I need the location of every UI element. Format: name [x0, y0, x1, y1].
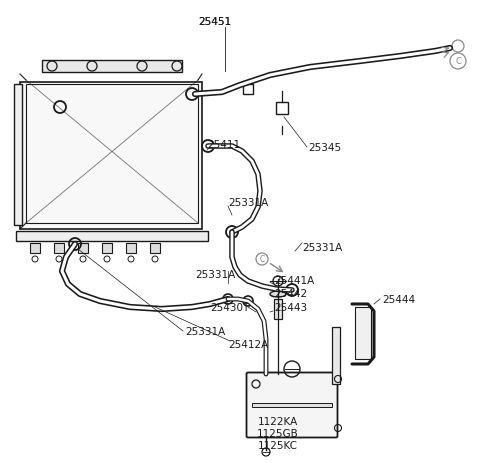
Text: C: C: [455, 57, 461, 66]
Text: 25443: 25443: [274, 302, 307, 313]
Text: 25412A: 25412A: [228, 339, 268, 349]
Bar: [252, 403, 332, 407]
Bar: [14, 85, 22, 225]
Text: 25451: 25451: [198, 17, 231, 27]
Bar: [26, 85, 198, 224]
Text: 1125KC: 1125KC: [258, 440, 298, 450]
Text: 25444: 25444: [382, 294, 415, 304]
Text: 1122KA: 1122KA: [258, 416, 298, 426]
Text: 25331A: 25331A: [302, 243, 342, 252]
Text: 25331A: 25331A: [195, 269, 235, 279]
Bar: [54, 244, 64, 253]
Text: 25442: 25442: [274, 288, 307, 298]
Text: 25430T: 25430T: [210, 302, 249, 313]
Bar: [20, 83, 202, 230]
Text: 1125GB: 1125GB: [257, 428, 299, 438]
Bar: [78, 244, 88, 253]
Text: C: C: [259, 255, 264, 264]
Bar: [42, 61, 182, 73]
Bar: [243, 85, 253, 95]
Text: 25331A: 25331A: [228, 198, 268, 207]
Text: 25331A: 25331A: [185, 326, 225, 336]
Bar: [16, 232, 208, 242]
Bar: [102, 244, 112, 253]
Bar: [126, 244, 136, 253]
Bar: [150, 244, 160, 253]
Bar: [30, 244, 40, 253]
Ellipse shape: [270, 291, 286, 297]
Text: 25411: 25411: [207, 140, 240, 150]
Bar: [274, 300, 282, 319]
Text: 25441A: 25441A: [274, 275, 314, 285]
Text: 25345: 25345: [308, 143, 341, 153]
Bar: [276, 103, 288, 115]
Bar: [355, 307, 371, 359]
Bar: [332, 327, 340, 384]
FancyBboxPatch shape: [247, 373, 337, 438]
Text: 25451: 25451: [198, 17, 231, 27]
